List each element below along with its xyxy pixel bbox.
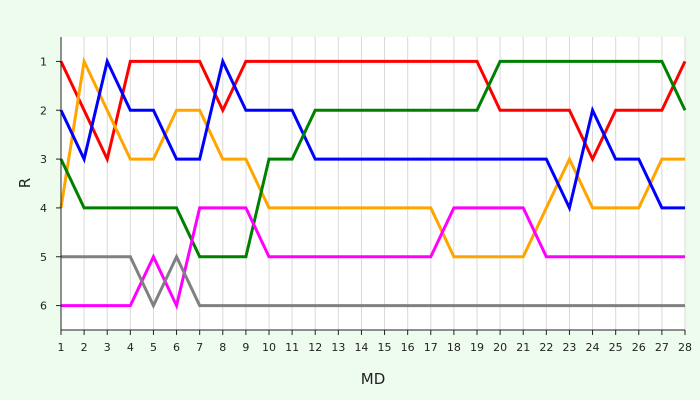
x-tick-label-11: 11: [285, 341, 299, 354]
x-tick-label-7: 7: [196, 341, 203, 354]
x-tick-label-21: 21: [516, 341, 530, 354]
axes: [60, 37, 685, 331]
x-axis-ticks: 1 2 3 4 5 6 7 8 9 10 11 12 13 14 15 16 17 18 19 20 21 22 23 24 2…: [58, 330, 692, 354]
x-axis-title: MD: [361, 370, 386, 388]
series-line-6: [61, 253, 685, 310]
x-tick-label-8: 8: [219, 341, 226, 354]
x-tick-label-24: 24: [586, 341, 600, 354]
x-tick-label-12: 12: [308, 341, 322, 354]
y-tick-label-3: 3: [40, 153, 47, 166]
x-tick-label-1: 1: [58, 341, 65, 354]
x-tick-label-28: 28: [678, 341, 692, 354]
y-tick-label-1: 1: [40, 55, 47, 68]
x-tick-label-3: 3: [104, 341, 111, 354]
y-tick-label-4: 4: [40, 202, 47, 215]
grid: [60, 37, 686, 330]
series-group: [59, 56, 687, 311]
x-tick-label-26: 26: [632, 341, 646, 354]
x-tick-label-13: 13: [331, 341, 345, 354]
x-tick-label-10: 10: [262, 341, 276, 354]
x-tick-label-14: 14: [354, 341, 368, 354]
y-axis-ticks: 1 2 3 4 5 6: [40, 55, 61, 313]
x-tick-label-16: 16: [401, 341, 415, 354]
x-tick-label-25: 25: [609, 341, 623, 354]
x-tick-label-17: 17: [424, 341, 438, 354]
series-line-1: [59, 59, 687, 164]
series-line-4: [59, 59, 687, 259]
x-tick-label-20: 20: [493, 341, 507, 354]
x-tick-label-22: 22: [539, 341, 553, 354]
y-tick-label-6: 6: [40, 300, 47, 313]
x-tick-label-5: 5: [150, 341, 157, 354]
x-tick-label-23: 23: [562, 341, 576, 354]
y-tick-label-2: 2: [40, 104, 47, 117]
x-tick-label-27: 27: [655, 341, 669, 354]
x-tick-label-19: 19: [470, 341, 484, 354]
x-tick-label-2: 2: [81, 341, 88, 354]
plot-area: [61, 37, 685, 330]
x-tick-label-6: 6: [173, 341, 180, 354]
y-tick-label-5: 5: [40, 251, 47, 264]
x-tick-label-9: 9: [242, 341, 249, 354]
y-axis-title: R: [16, 178, 34, 188]
x-tick-label-18: 18: [447, 341, 461, 354]
series-line-3: [59, 56, 685, 213]
x-tick-label-4: 4: [127, 341, 134, 354]
x-tick-label-15: 15: [378, 341, 392, 354]
